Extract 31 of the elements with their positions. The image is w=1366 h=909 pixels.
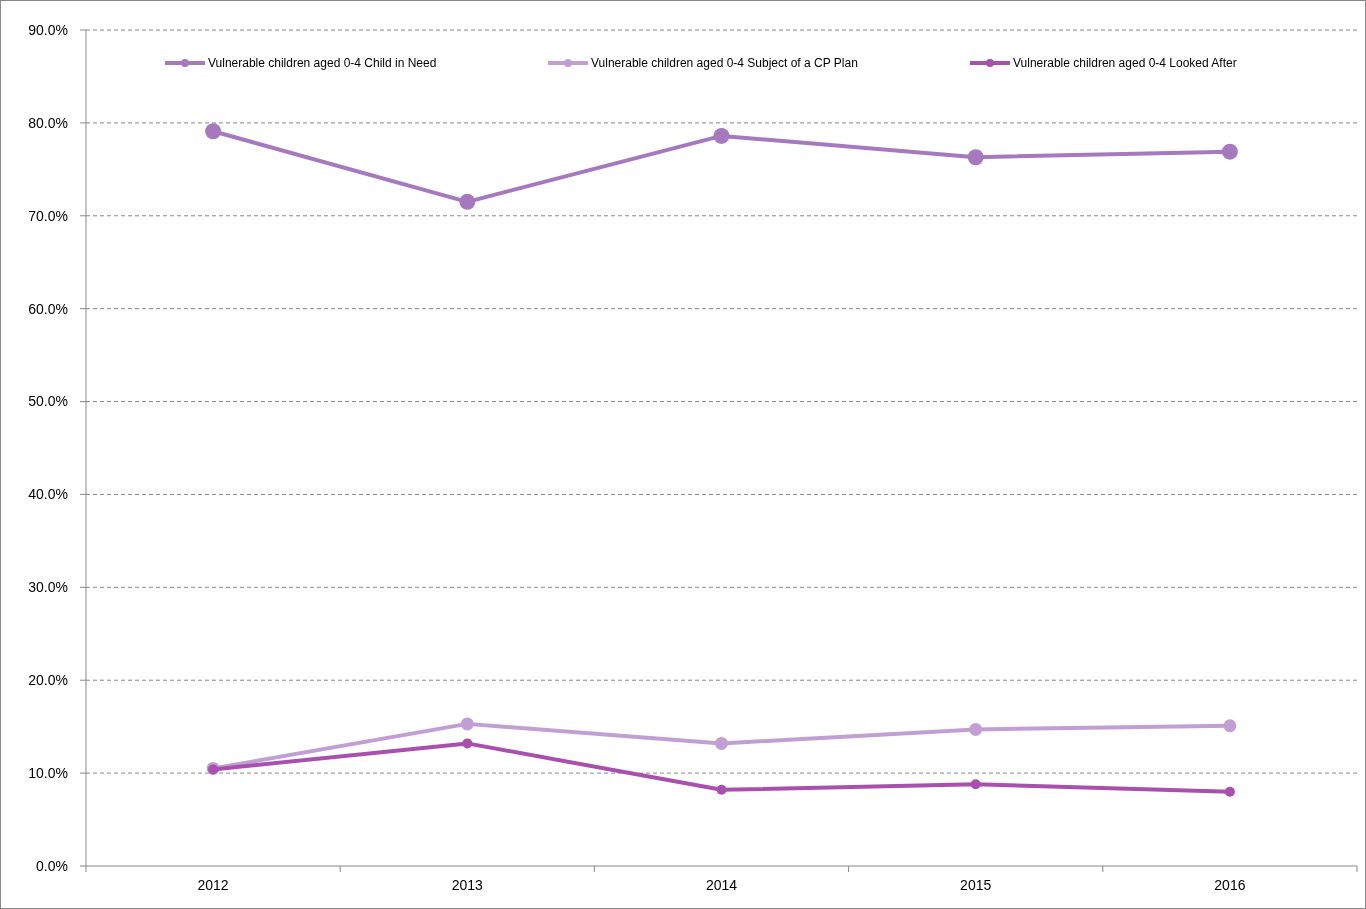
- y-tick-label: 20.0%: [28, 672, 68, 689]
- point: [205, 123, 222, 140]
- y-tick-label: 40.0%: [28, 486, 68, 503]
- point: [1221, 143, 1238, 160]
- y-tick-label: 90.0%: [28, 21, 68, 38]
- y-tick-label: 50.0%: [28, 393, 68, 410]
- point: [460, 717, 474, 731]
- point: [967, 149, 984, 166]
- point: [969, 722, 983, 736]
- point: [459, 193, 476, 210]
- y-tick-label: 0.0%: [36, 857, 68, 874]
- y-tick-label: 70.0%: [28, 207, 68, 224]
- legend-label: Vulnerable children aged 0-4 Child in Need: [208, 56, 437, 71]
- point: [462, 738, 473, 749]
- point: [713, 127, 730, 144]
- y-tick-label: 10.0%: [28, 765, 68, 782]
- point: [1224, 786, 1235, 797]
- legend-label: Vulnerable children aged 0-4 Looked After: [1013, 56, 1237, 71]
- x-tick-label: 2016: [1214, 877, 1246, 893]
- x-tick-label: 2012: [197, 877, 229, 893]
- point: [716, 784, 727, 795]
- point: [715, 736, 728, 750]
- x-tick-label: 2014: [705, 877, 738, 893]
- y-tick-label: 60.0%: [28, 300, 68, 317]
- y-tick-label: 80.0%: [28, 114, 68, 131]
- x-tick-label: 2013: [451, 877, 484, 893]
- y-tick-label: 30.0%: [28, 579, 68, 596]
- point: [1223, 719, 1237, 733]
- legend-label: Vulnerable children aged 0-4 Subject of a CP Plan: [591, 56, 858, 71]
- point: [970, 779, 981, 790]
- x-tick-label: 2015: [960, 877, 992, 893]
